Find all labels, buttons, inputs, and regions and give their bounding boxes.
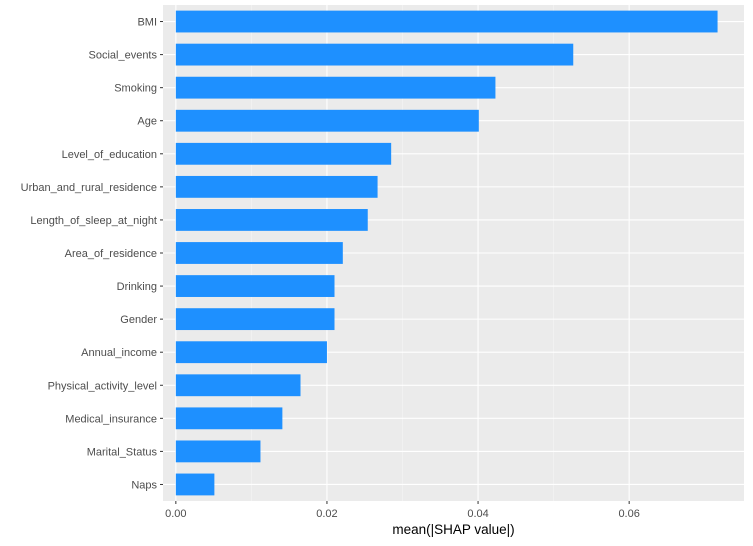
- bar-medical-insurance: [175, 407, 283, 430]
- x-tick-label: 0.00: [165, 508, 186, 520]
- y-tick-label: Area_of_residence: [65, 248, 157, 260]
- y-tick-label: Age: [137, 116, 157, 128]
- x-tick-label: 0.04: [467, 508, 488, 520]
- y-tick-label: Level_of_education: [62, 149, 157, 161]
- y-tick-label: Urban_and_rural_residence: [21, 182, 157, 194]
- bar-length-of-sleep-at-night: [175, 209, 368, 231]
- y-tick-label: Length_of_sleep_at_night: [30, 215, 157, 227]
- bar-social-events: [175, 43, 574, 66]
- bar-marital-status: [175, 440, 261, 463]
- y-tick-label: Smoking: [114, 83, 157, 95]
- bar-naps: [175, 473, 215, 496]
- y-tick-label: Social_events: [89, 50, 158, 62]
- y-tick-label: Marital_Status: [87, 446, 158, 458]
- y-tick-label: Annual_income: [81, 347, 157, 359]
- bar-gender: [175, 308, 335, 331]
- y-tick-label: Drinking: [117, 281, 157, 293]
- bar-drinking: [175, 275, 335, 297]
- bar-smoking: [175, 76, 496, 99]
- bar-level-of-education: [175, 142, 392, 165]
- y-axis: BMI Social_events Smoking Age Level_of_educa…: [21, 17, 163, 491]
- bars: [175, 10, 718, 496]
- x-axis: 0.00 0.02 0.04 0.06: [165, 501, 640, 520]
- bar-area-of-residence: [175, 242, 343, 264]
- x-tick-label: 0.02: [316, 508, 337, 520]
- y-tick-label: Gender: [120, 314, 157, 326]
- y-tick-label: Medical_insurance: [65, 413, 157, 425]
- y-tick-label: Naps: [131, 479, 157, 491]
- bar-bmi: [175, 10, 718, 33]
- x-tick-label: 0.06: [618, 508, 639, 520]
- bar-age: [175, 109, 479, 132]
- bar-physical-activity-level: [175, 374, 301, 397]
- y-tick-label: Physical_activity_level: [48, 380, 157, 392]
- x-axis-title: mean(|SHAP value|): [392, 522, 514, 537]
- y-tick-label: BMI: [137, 17, 157, 29]
- bar-urban-and-rural-residence: [175, 175, 378, 198]
- bar-annual-income: [175, 341, 327, 364]
